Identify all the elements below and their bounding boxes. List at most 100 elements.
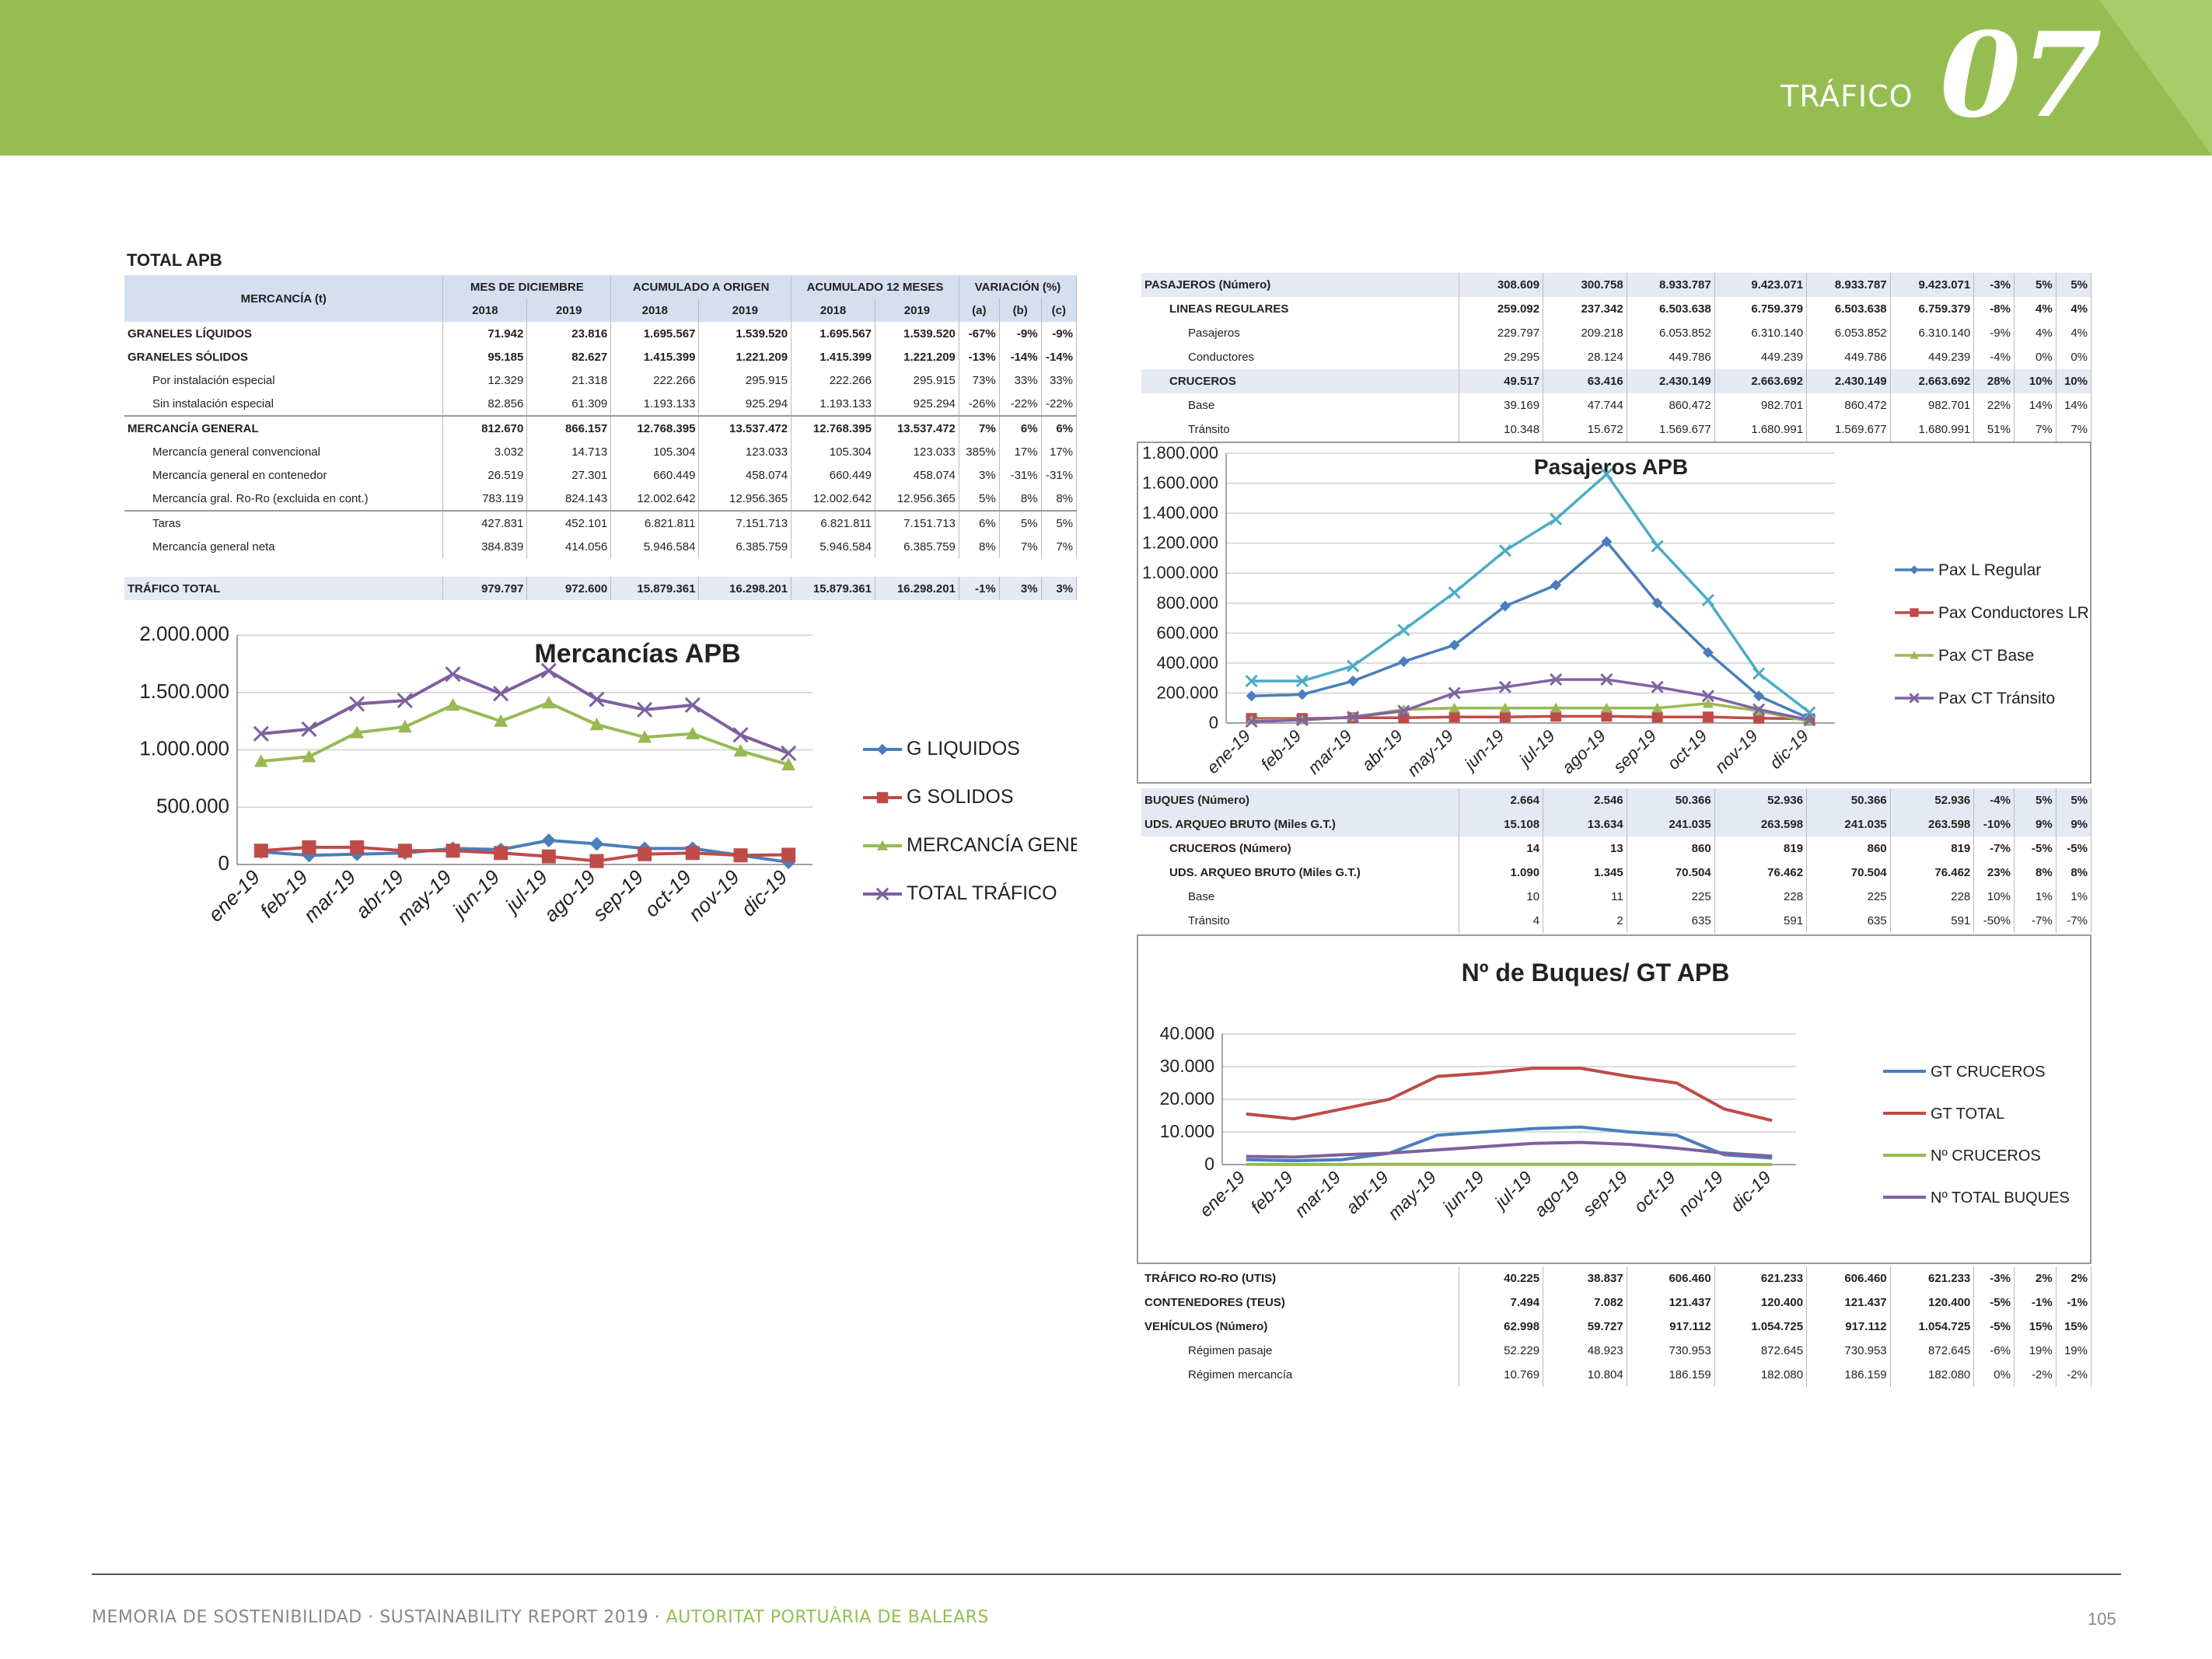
data-point [638, 847, 652, 861]
data-point [1651, 597, 1663, 609]
series-unnamed [1245, 467, 1816, 719]
header-year: 2018 [442, 299, 528, 322]
cell-value: 982.701 [1714, 393, 1808, 417]
cell-value: 0% [2014, 345, 2056, 369]
cell-value: 925.294 [875, 392, 959, 416]
cell-value: 19% [2056, 1339, 2092, 1363]
data-point [397, 843, 412, 858]
cell-value: 121.437 [1806, 1291, 1891, 1315]
series-mercanc-a-general [253, 696, 796, 770]
data-point [445, 666, 461, 683]
series-line [1246, 1067, 1773, 1123]
data-point [541, 849, 556, 864]
cell-value: -2% [2014, 1363, 2056, 1387]
cell-value: 12.768.395 [610, 415, 700, 440]
cell-value: -1% [2014, 1291, 2056, 1315]
cell-value: 982.701 [1890, 393, 1975, 417]
cell-value: 2% [2014, 1266, 2056, 1291]
cell-value: 15% [2056, 1315, 2092, 1339]
table-row: Régimen pasaje 52.229 48.923 730.953 872.645… [1141, 1339, 2092, 1363]
cell-value: 4% [2014, 297, 2056, 321]
cell-value: 52.936 [1714, 788, 1808, 812]
legend-label: Nº TOTAL BUQUES [1931, 1189, 2070, 1207]
chart-buques: 010.00020.00030.00040.000ene-19feb-19mar… [1137, 934, 2091, 1264]
table-row: Sin instalación especial 82.856 61.309 1.19… [124, 392, 1078, 416]
x-tick-label: ago-19 [539, 865, 599, 926]
x-tick-label: sep-19 [588, 865, 648, 925]
cell-value: 15.879.361 [610, 577, 700, 600]
cell-value: 8% [959, 535, 1000, 558]
cell-value: 1% [2014, 885, 2056, 909]
cell-value: 229.797 [1459, 321, 1544, 345]
row-label: MERCANCÍA GENERAL [124, 415, 444, 440]
cell-value: 13.537.472 [875, 415, 959, 440]
cell-value: 10% [2056, 369, 2092, 393]
table-row: Base 39.169 47.744 860.472 982.701 860.472 982… [1141, 393, 2092, 417]
cell-value: -3% [1973, 1266, 2015, 1291]
data-point [1910, 608, 1919, 617]
y-tick-label: 0 [1204, 1154, 1214, 1174]
legend-entry: Nº CRUCEROS [1883, 1147, 2041, 1165]
legend-entry: Pax CT Base [1895, 647, 2034, 665]
table-row: MERCANCÍA GENERAL 812.670 866.157 12.768.39… [124, 415, 1078, 440]
cell-value: 228 [1890, 885, 1975, 909]
cell-value: 95.185 [442, 345, 528, 368]
cell-value: -1% [959, 577, 1000, 600]
y-tick-label: 1.000.000 [139, 737, 229, 760]
header-year: (c) [1041, 299, 1078, 322]
cell-value: 49.517 [1459, 369, 1544, 393]
data-point [302, 749, 316, 763]
cell-value: 105.304 [610, 440, 700, 463]
cell-value: 5.946.584 [791, 535, 875, 558]
cell-value: 209.218 [1543, 321, 1627, 345]
data-point [1753, 690, 1765, 702]
cell-value: -6% [1973, 1339, 2015, 1363]
table-row: Tránsito 4 2 635 591 635 591 -50% -7% -7% [1141, 909, 2092, 933]
cell-value: 123.033 [698, 440, 792, 463]
cell-value: 1.539.520 [875, 322, 959, 345]
cell-value: 6.759.379 [1714, 297, 1808, 321]
data-point [493, 686, 509, 702]
cell-value: 26.519 [442, 463, 528, 487]
cell-value: 76.462 [1890, 861, 1975, 885]
cell-value: 3% [959, 463, 1000, 487]
data-point [875, 887, 889, 901]
cell-value: 0% [2056, 345, 2092, 369]
cell-value: 979.797 [442, 577, 528, 600]
data-point [1601, 702, 1613, 713]
series-line [1251, 678, 1810, 723]
cell-value: 182.080 [1890, 1363, 1975, 1387]
y-tick-label: 400.000 [1156, 653, 1218, 672]
cell-value: 5% [1041, 510, 1078, 535]
row-label: TRÁFICO RO-RO (UTIS) [1141, 1266, 1460, 1291]
cell-value: 1.415.399 [791, 345, 875, 368]
cell-value: 6.503.638 [1627, 297, 1715, 321]
table-row: BUQUES (Número) 2.664 2.546 50.366 52.936 50.… [1141, 788, 2092, 812]
row-label: UDS. ARQUEO BRUTO (Miles G.T.) [1141, 861, 1460, 885]
cell-value: 12.768.395 [791, 415, 875, 440]
cell-value: 452.101 [526, 510, 612, 535]
cell-value: 1.539.520 [698, 322, 792, 345]
cell-value: 14% [2014, 393, 2056, 417]
legend-entry: TOTAL TRÁFICO [863, 882, 1057, 904]
table-row: UDS. ARQUEO BRUTO (Miles G.T.) 15.108 13.6… [1141, 812, 2092, 836]
table-row: Tránsito 10.348 15.672 1.569.677 1.680.991 1.… [1141, 417, 2092, 442]
data-point [446, 843, 460, 858]
cell-value: -5% [2056, 836, 2092, 861]
cell-value: 14.713 [526, 440, 612, 463]
cell-value: 917.112 [1806, 1315, 1891, 1339]
cell-value: -14% [999, 345, 1042, 368]
data-point [1499, 702, 1511, 713]
header-year: 2019 [526, 299, 612, 322]
data-point [589, 691, 605, 707]
cell-value: 50.366 [1806, 788, 1891, 812]
cell-value: -5% [1973, 1291, 2015, 1315]
data-point [1651, 680, 1664, 693]
cell-value: 6.385.759 [698, 535, 792, 558]
data-point [589, 854, 604, 868]
cell-value: 1.090 [1459, 861, 1544, 885]
cell-value: 972.600 [526, 577, 612, 600]
chart-mercancias: 0 500.000 1.000.000 1.500.000 2.000.000 ene-1… [139, 622, 1077, 930]
data-point [1397, 704, 1410, 718]
table-row: TRÁFICO RO-RO (UTIS) 40.225 38.837 606.460 6… [1141, 1266, 2092, 1291]
